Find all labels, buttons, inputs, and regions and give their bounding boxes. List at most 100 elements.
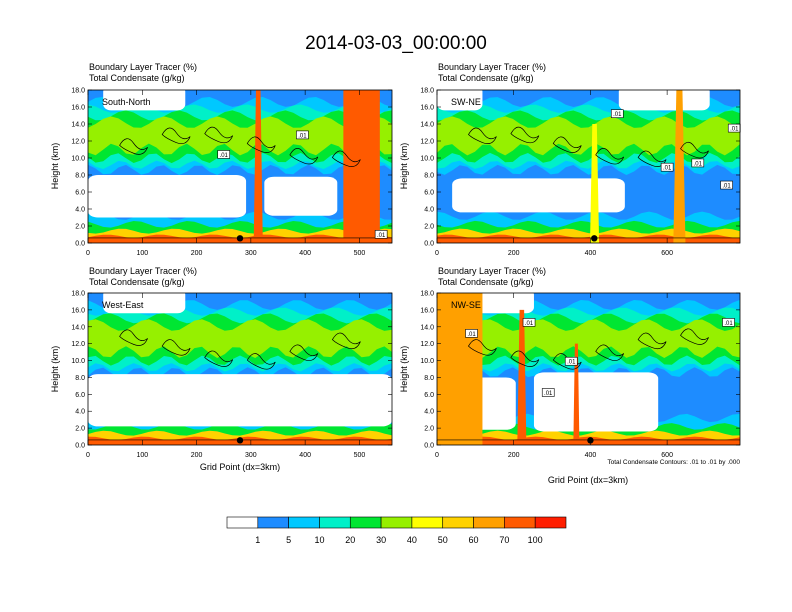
x-tick-label: 600 [661, 452, 673, 459]
contour-label-text: .01 [724, 321, 733, 327]
colorbar-swatch [380, 516, 413, 529]
tracer-band [88, 319, 392, 358]
plot-frame [87, 292, 393, 446]
y-tick-label: 8.0 [424, 173, 434, 180]
colorbar-label: 100 [528, 535, 543, 545]
y-tick-label: 0.0 [75, 443, 85, 450]
y-tick-label: 14.0 [71, 122, 85, 129]
contour-label: .01 [217, 150, 231, 159]
plot-frame [436, 292, 741, 446]
condensate-contour [119, 138, 148, 155]
y-tick-label: 6.0 [424, 392, 434, 399]
clear-region [618, 90, 710, 111]
site-marker [236, 437, 244, 444]
contour-label-text: .01 [663, 166, 672, 172]
y-tick-label: 8.0 [75, 375, 85, 382]
colorbar-label: 30 [376, 535, 386, 545]
x-tick-label: 500 [354, 452, 366, 459]
colorbar-swatch [349, 516, 382, 529]
x-tick-label: 0 [435, 452, 439, 459]
x-axis-label: Grid Point (dx=3km) [548, 475, 628, 485]
y-tick-label: 0.0 [424, 443, 434, 450]
clear-region [88, 374, 392, 427]
plot-area: .01 .01 .01 .01 .01 NW-SE 0.0 2.0 4.0 6.0 8.0 10.0 1… [420, 291, 741, 459]
convective-plume [437, 293, 483, 445]
x-tick-label: 400 [585, 452, 597, 459]
condensate-contour [637, 150, 667, 167]
condensate-contour [552, 136, 582, 153]
y-tick-label: 6.0 [75, 190, 85, 197]
y-tick-label: 6.0 [424, 190, 434, 197]
contour-label-box [660, 162, 674, 172]
contour-label-box [217, 150, 231, 159]
y-tick-label: 12.0 [420, 341, 434, 348]
condensate-contour [510, 350, 540, 367]
condensate-contour [204, 126, 234, 144]
contour-label-text: .01 [377, 233, 386, 239]
cross-section-label: South-North [102, 97, 151, 107]
contour-label-box [691, 158, 705, 168]
tracer-band [437, 319, 740, 358]
panel-nw-se: Boundary Layer Tracer (%) Total Condensa… [399, 266, 741, 485]
contour-label: .01 [564, 356, 578, 366]
x-tick-label: 500 [354, 250, 366, 257]
contour-label-box [465, 329, 478, 338]
panel-subtitle-line1: Boundary Layer Tracer (%) [438, 266, 546, 276]
clear-region [452, 178, 625, 213]
contour-label-text: .01 [567, 360, 576, 366]
contour-label-box [522, 318, 536, 327]
colorbar-label: 1 [255, 535, 260, 545]
contour-label-box [564, 356, 578, 366]
colorbar-swatch [473, 516, 505, 529]
y-tick-label: 4.0 [75, 207, 85, 214]
colorbar-swatch [504, 516, 536, 529]
clear-region [103, 293, 186, 314]
contour-label-box [722, 318, 735, 327]
y-tick-label: 18.0 [420, 88, 434, 95]
colorbar-label: 10 [314, 535, 324, 545]
cross-section-label: West-East [102, 300, 144, 310]
y-tick-label: 14.0 [420, 324, 434, 331]
colorbar-label: 60 [469, 535, 479, 545]
condensate-contour [246, 136, 276, 153]
contour-label-text: .01 [220, 153, 229, 159]
colorbar-label: 70 [499, 535, 509, 545]
condensate-contour [637, 332, 667, 350]
x-axis-label: Grid Point (dx=3km) [200, 462, 280, 472]
contour-label-text: .01 [730, 127, 739, 133]
contour-label-box [610, 109, 624, 118]
condensate-contour [468, 339, 497, 356]
contour-label-text: .01 [722, 184, 731, 190]
x-tick-label: 200 [508, 250, 520, 257]
condensate-contour [289, 344, 319, 361]
colorbar-label: 5 [286, 535, 291, 545]
condensate-contour [161, 339, 191, 356]
y-tick-label: 10.0 [420, 358, 434, 365]
contour-label-text: .01 [694, 161, 703, 167]
y-tick-label: 2.0 [424, 426, 434, 433]
colorbar-swatch [226, 516, 259, 529]
contour-label: .01 [722, 318, 735, 327]
y-tick-label: 14.0 [420, 122, 434, 129]
x-tick-label: 400 [299, 452, 311, 459]
y-tick-label: 10.0 [71, 156, 85, 163]
condensate-contour [595, 344, 625, 361]
y-tick-label: 10.0 [71, 358, 85, 365]
site-marker [236, 235, 244, 242]
y-tick-label: 12.0 [71, 139, 85, 146]
x-tick-label: 200 [191, 452, 203, 459]
condensate-contour [331, 150, 361, 167]
x-tick-label: 300 [245, 452, 257, 459]
contour-label-text: .01 [544, 391, 553, 397]
colorbar-swatch [288, 516, 320, 529]
x-tick-label: 100 [136, 452, 148, 459]
site-marker [591, 235, 598, 242]
tracer-band [88, 116, 392, 156]
y-tick-label: 16.0 [420, 105, 434, 112]
condensate-contour [161, 127, 191, 144]
y-tick-label: 18.0 [71, 291, 85, 298]
condensate-contour [246, 353, 276, 370]
colorbar-swatch [442, 516, 474, 529]
contour-label-text: .01 [298, 133, 307, 139]
